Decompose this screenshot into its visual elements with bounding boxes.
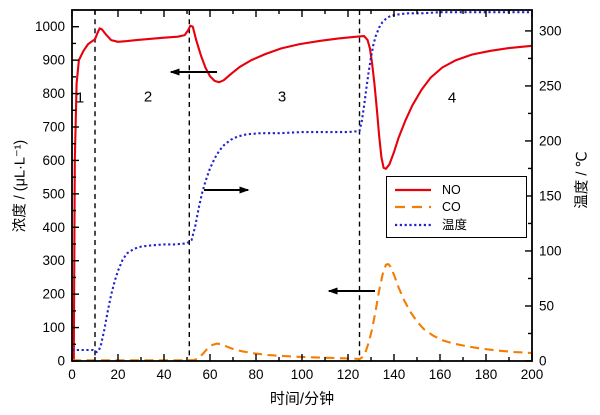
- svg-text:200: 200: [521, 367, 544, 382]
- region-label-2: 2: [143, 88, 153, 106]
- svg-text:20: 20: [110, 367, 125, 382]
- region-label-4: 4: [447, 89, 457, 107]
- legend-label-temperature: 温度: [442, 217, 468, 232]
- svg-text:250: 250: [539, 78, 562, 93]
- legend-box: NO CO 温度: [386, 176, 527, 238]
- svg-text:900: 900: [42, 53, 65, 68]
- svg-text:0: 0: [57, 354, 65, 369]
- svg-text:500: 500: [42, 186, 65, 201]
- stage-boundary-lines: [94, 10, 361, 361]
- svg-text:100: 100: [291, 367, 314, 382]
- svg-text:50: 50: [539, 298, 554, 313]
- region-label-3: 3: [277, 88, 287, 106]
- co-line-sample-icon: [395, 206, 431, 209]
- svg-text:140: 140: [383, 367, 406, 382]
- legend-item-no: NO: [393, 181, 521, 199]
- axis-pointer-arrows: [169, 68, 375, 295]
- svg-text:60: 60: [202, 367, 217, 382]
- y-left-tick-labels: 0 100 200 300 400 500 600 700 800 900 1000: [35, 19, 65, 368]
- temperature-line-sample-icon: [395, 223, 431, 226]
- y-right-axis-title: 温度 / ℃: [574, 151, 591, 209]
- svg-text:200: 200: [539, 133, 562, 148]
- svg-text:700: 700: [42, 120, 65, 135]
- legend-label-co: CO: [442, 200, 461, 214]
- x-axis-title: 时间/分钟: [269, 390, 335, 408]
- svg-text:100: 100: [539, 243, 562, 258]
- svg-text:1000: 1000: [35, 19, 65, 34]
- svg-text:40: 40: [156, 367, 171, 382]
- x-tick-labels: 0 20 40 60 80 100 120 140 160 180 200: [68, 367, 543, 382]
- svg-text:180: 180: [475, 367, 498, 382]
- plot-frame: [71, 9, 533, 362]
- svg-text:160: 160: [429, 367, 452, 382]
- svg-text:600: 600: [42, 153, 65, 168]
- svg-text:300: 300: [539, 23, 562, 38]
- svg-text:800: 800: [42, 86, 65, 101]
- series-CO: [72, 263, 533, 362]
- y-left-axis-title: 浓度 / (μL·L⁻¹): [12, 139, 29, 233]
- y-right-tick-labels: 0 50 100 150 200 250 300: [539, 23, 562, 368]
- svg-text:80: 80: [248, 367, 263, 382]
- svg-text:400: 400: [42, 220, 65, 235]
- legend-item-co: CO: [393, 199, 521, 217]
- svg-text:150: 150: [539, 188, 562, 203]
- svg-text:120: 120: [337, 367, 360, 382]
- region-label-1: 1: [75, 89, 85, 107]
- series-温度: [72, 11, 532, 354]
- svg-text:0: 0: [539, 354, 547, 369]
- legend-label-no: NO: [442, 182, 461, 197]
- series-NO: [72, 24, 533, 363]
- svg-text:0: 0: [68, 367, 76, 382]
- svg-text:100: 100: [42, 320, 65, 335]
- svg-text:200: 200: [42, 287, 65, 302]
- no-line-sample-icon: [395, 188, 431, 191]
- svg-text:300: 300: [42, 253, 65, 268]
- legend-item-temperature: 温度: [393, 216, 521, 234]
